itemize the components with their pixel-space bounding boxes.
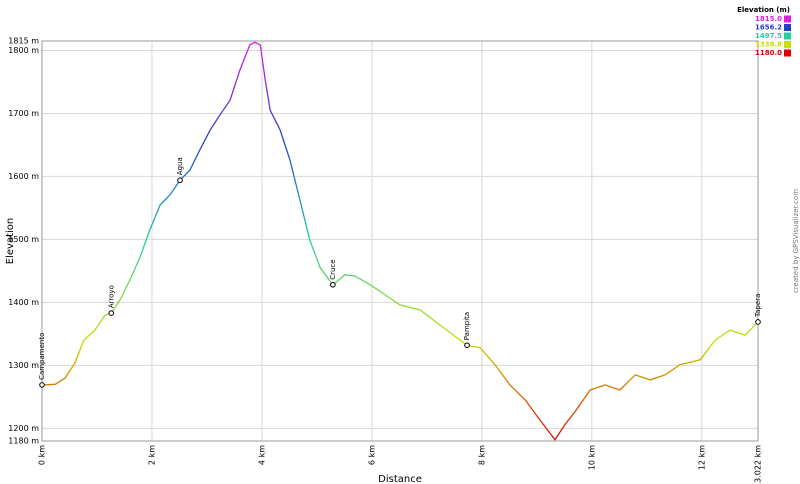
x-tick-label: 2 km (147, 445, 156, 465)
waypoint-label: Cruce (329, 259, 337, 279)
x-tick-label: 6 km (367, 445, 376, 465)
colorbar-label: 1497.5 (755, 32, 782, 40)
colorbar-swatch (784, 32, 791, 40)
x-tick-label: 13.022 km (754, 445, 763, 484)
colorbar-label: 1180.0 (755, 49, 782, 57)
y-tick-label: 1800 m (8, 46, 39, 55)
y-tick-label: 1200 m (8, 424, 39, 433)
y-tick-label: 1300 m (8, 361, 39, 370)
credit: created by GPSVisualizer.com (792, 189, 800, 293)
y-tick-label: 1600 m (8, 172, 39, 181)
waypoint-marker (464, 342, 470, 349)
waypoint-label: Pampita (463, 312, 471, 340)
waypoint-marker (755, 319, 761, 325)
y-axis-title: Elevation (5, 218, 16, 264)
x-axis-title: Distance (378, 474, 422, 484)
waypoint-marker (330, 281, 336, 288)
waypoint-label: Arroyo (107, 285, 115, 308)
waypoint-label: Tapera (754, 294, 762, 318)
x-tick-label: 4 km (257, 445, 266, 465)
waypoint-marker (108, 310, 115, 316)
colorbar-swatch (784, 15, 791, 23)
y-tick-label: 1500 m (8, 235, 39, 244)
waypoint-label: Agua (176, 157, 184, 175)
colorbar-label: 1656.2 (755, 24, 782, 32)
y-tick-label: 1700 m (8, 109, 39, 118)
plot-frame (41, 40, 759, 442)
waypoint-marker (39, 382, 45, 388)
x-tick-label: 0 km (38, 445, 47, 465)
waypoint-marker (177, 177, 183, 184)
colorbar-label: 1338.8 (755, 41, 782, 49)
colorbar-title: Elevation (m) (737, 6, 790, 14)
colorbar-swatch (784, 41, 791, 48)
colorbar-swatch (784, 24, 791, 31)
x-tick-label: 10 km (587, 445, 596, 470)
y-tick-label: 1400 m (8, 298, 39, 307)
y-tick-label: 1180 m (8, 437, 39, 446)
y-tick-label: 1815 m (8, 37, 39, 46)
colorbar-label: 1815.0 (755, 15, 782, 23)
waypoint-label: Campamento (38, 333, 46, 380)
colorbar-swatch (784, 49, 791, 57)
x-tick-label: 12 km (697, 445, 706, 470)
elevation-line (41, 41, 759, 441)
x-tick-label: 8 km (477, 445, 486, 465)
